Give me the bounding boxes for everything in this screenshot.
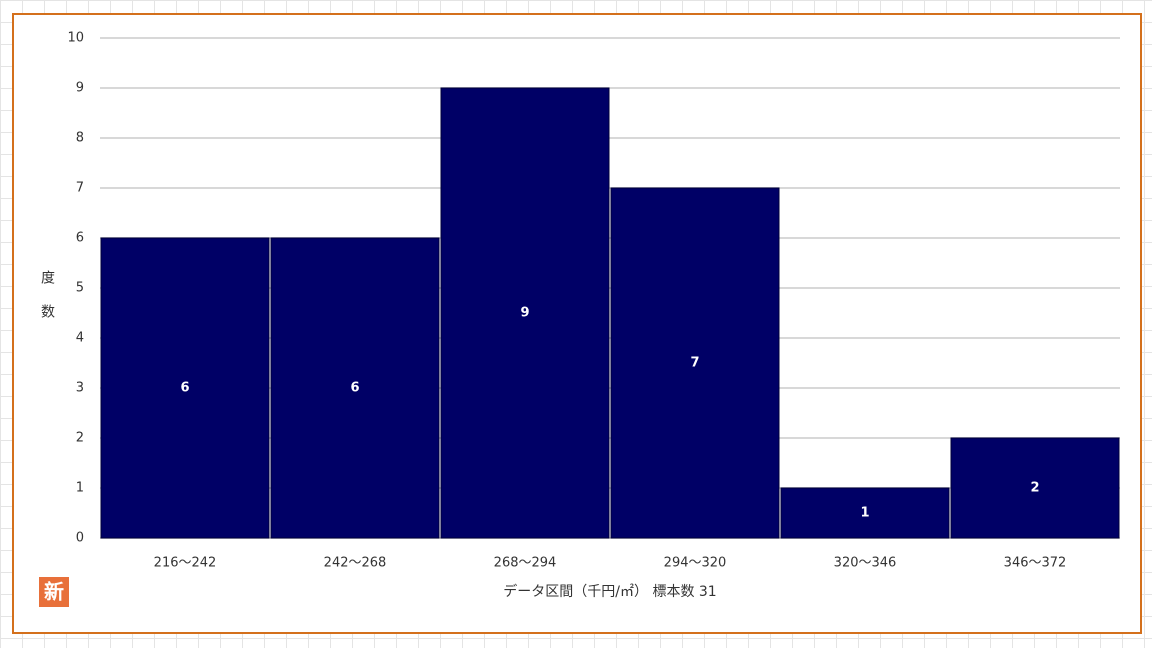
y-tick-label: 8 [76,131,84,146]
data-label: 1 [860,506,869,521]
bar [780,487,950,539]
y-tick-label: 1 [76,481,84,496]
y-tick-label: 2 [76,431,84,446]
data-label: 2 [1030,481,1039,496]
x-tick-label: 216～242 [154,556,217,571]
y-tick-label: 9 [76,81,84,96]
x-tick-label: 320～346 [834,556,897,571]
y-tick-label: 7 [76,181,84,196]
y-tick-label: 3 [76,381,84,396]
bar [440,87,610,539]
y-axis-label: 度数 [39,270,55,338]
data-label: 6 [350,381,359,396]
badge-box [39,577,69,607]
bar [610,187,780,539]
y-tick-label: 5 [76,281,84,296]
x-axis-label: データ区間（千円/㎡） 標本数 31 [503,583,716,600]
y-tick-label: 10 [67,31,84,46]
x-tick-label: 346～372 [1004,556,1067,571]
y-tick-label: 4 [76,331,84,346]
bar [950,437,1120,539]
y-tick-label: 0 [76,531,84,546]
badge: 新 [44,580,64,604]
data-label: 6 [180,381,189,396]
x-tick-label: 242～268 [324,556,387,571]
x-tick-label: 294～320 [664,556,727,571]
data-label: 9 [520,306,529,321]
bar [100,237,270,539]
x-tick-label: 268～294 [494,556,557,571]
data-label: 7 [690,356,699,371]
y-tick-label: 6 [76,231,84,246]
bar [270,237,440,539]
